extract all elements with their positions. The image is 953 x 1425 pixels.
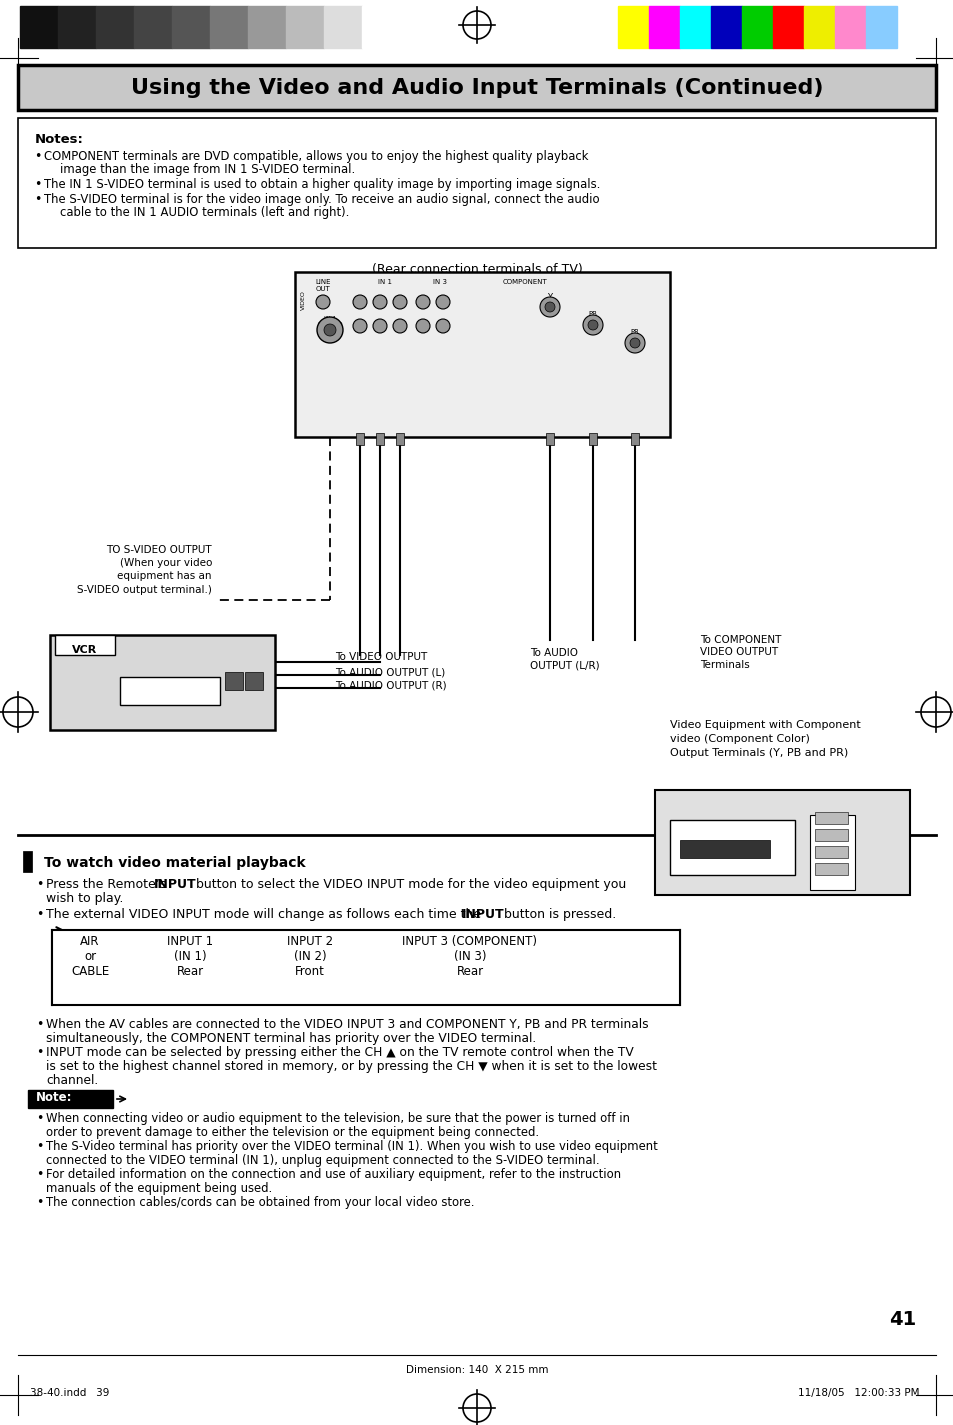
Bar bbox=[395, 433, 403, 445]
Text: When the AV cables are connected to the VIDEO INPUT 3 and COMPONENT Y, PB and PR: When the AV cables are connected to the … bbox=[46, 1017, 648, 1032]
Text: •: • bbox=[36, 1017, 43, 1032]
Text: IN 1
S-VIDEO: IN 1 S-VIDEO bbox=[316, 316, 342, 326]
Bar bbox=[648, 6, 679, 48]
Text: •: • bbox=[36, 908, 43, 921]
Text: cable to the IN 1 AUDIO terminals (left and right).: cable to the IN 1 AUDIO terminals (left … bbox=[60, 207, 349, 219]
Text: •: • bbox=[36, 878, 43, 891]
Text: PB: PB bbox=[588, 311, 597, 316]
Circle shape bbox=[544, 302, 555, 312]
Bar bbox=[52, 931, 679, 1005]
Text: •: • bbox=[36, 1112, 43, 1124]
Text: INPUT: INPUT bbox=[153, 878, 196, 891]
Text: TO S-VIDEO OUTPUT
(When your video
equipment has an
S-VIDEO output terminal.): TO S-VIDEO OUTPUT (When your video equip… bbox=[77, 544, 212, 594]
Bar bbox=[630, 433, 639, 445]
Text: The external VIDEO INPUT mode will change as follows each time the: The external VIDEO INPUT mode will chang… bbox=[46, 908, 485, 921]
Bar bbox=[294, 272, 669, 437]
Circle shape bbox=[315, 295, 330, 309]
Bar bbox=[286, 6, 324, 48]
Bar bbox=[814, 829, 847, 841]
Text: simultaneously, the COMPONENT terminal has priority over the VIDEO terminal.: simultaneously, the COMPONENT terminal h… bbox=[46, 1032, 536, 1045]
Text: COMPONENT terminals are DVD compatible, allows you to enjoy the highest quality : COMPONENT terminals are DVD compatible, … bbox=[44, 150, 588, 162]
Circle shape bbox=[436, 319, 450, 333]
Text: PR: PR bbox=[630, 329, 639, 335]
Text: order to prevent damage to either the television or the equipment being connecte: order to prevent damage to either the te… bbox=[46, 1126, 538, 1139]
Circle shape bbox=[353, 319, 367, 333]
Bar bbox=[772, 6, 803, 48]
Circle shape bbox=[373, 295, 387, 309]
Text: •: • bbox=[34, 178, 41, 191]
Text: INPUT mode can be selected by pressing either the CH ▲ on the TV remote control : INPUT mode can be selected by pressing e… bbox=[46, 1046, 633, 1059]
Bar bbox=[96, 6, 133, 48]
Text: INPUT 2
(IN 2)
Front: INPUT 2 (IN 2) Front bbox=[287, 935, 333, 978]
Bar bbox=[814, 864, 847, 875]
Text: Notes:: Notes: bbox=[35, 133, 84, 145]
Text: •: • bbox=[36, 1196, 43, 1208]
Circle shape bbox=[324, 323, 335, 336]
Bar bbox=[248, 6, 286, 48]
Text: image than the image from IN 1 S-VIDEO terminal.: image than the image from IN 1 S-VIDEO t… bbox=[60, 162, 355, 177]
Text: video (Component Color): video (Component Color) bbox=[669, 734, 809, 744]
Bar bbox=[172, 6, 210, 48]
Bar bbox=[18, 118, 935, 248]
Text: manuals of the equipment being used.: manuals of the equipment being used. bbox=[46, 1181, 272, 1196]
Text: For detailed information on the connection and use of auxiliary equipment, refer: For detailed information on the connecti… bbox=[46, 1168, 620, 1181]
Text: Press the Remote’s: Press the Remote’s bbox=[46, 878, 170, 891]
Text: wish to play.: wish to play. bbox=[46, 892, 123, 905]
Text: button to select the VIDEO INPUT mode for the video equipment you: button to select the VIDEO INPUT mode fo… bbox=[192, 878, 625, 891]
Text: To VIDEO OUTPUT: To VIDEO OUTPUT bbox=[335, 653, 427, 663]
Bar bbox=[355, 433, 364, 445]
Bar bbox=[679, 839, 769, 858]
Text: Using the Video and Audio Input Terminals (Continued): Using the Video and Audio Input Terminal… bbox=[131, 77, 822, 97]
Bar bbox=[834, 6, 865, 48]
Circle shape bbox=[373, 319, 387, 333]
Circle shape bbox=[539, 296, 559, 316]
Text: To watch video material playback: To watch video material playback bbox=[44, 856, 305, 871]
Bar bbox=[225, 673, 243, 690]
Text: VIDEO: VIDEO bbox=[300, 291, 305, 311]
Text: 41: 41 bbox=[888, 1310, 915, 1330]
Circle shape bbox=[416, 295, 430, 309]
Text: Video Equipment with Component: Video Equipment with Component bbox=[669, 720, 860, 730]
Text: LINE
OUT: LINE OUT bbox=[314, 279, 331, 292]
Text: The IN 1 S-VIDEO terminal is used to obtain a higher quality image by importing : The IN 1 S-VIDEO terminal is used to obt… bbox=[44, 178, 599, 191]
Text: The S-VIDEO terminal is for the video image only. To receive an audio signal, co: The S-VIDEO terminal is for the video im… bbox=[44, 192, 599, 207]
Text: To AUDIO OUTPUT (L): To AUDIO OUTPUT (L) bbox=[335, 667, 445, 677]
Text: COMPONENT: COMPONENT bbox=[502, 279, 547, 285]
Circle shape bbox=[416, 319, 430, 333]
Circle shape bbox=[393, 319, 407, 333]
Bar bbox=[210, 6, 248, 48]
Text: 11/18/05   12:00:33 PM: 11/18/05 12:00:33 PM bbox=[798, 1388, 919, 1398]
Text: Output Terminals (Y, PB and PR): Output Terminals (Y, PB and PR) bbox=[669, 748, 847, 758]
Text: INPUT: INPUT bbox=[461, 908, 504, 921]
Circle shape bbox=[353, 295, 367, 309]
Bar bbox=[588, 433, 597, 445]
Text: INPUT 1
(IN 1)
Rear: INPUT 1 (IN 1) Rear bbox=[167, 935, 213, 978]
Text: IN 1: IN 1 bbox=[377, 279, 392, 285]
Circle shape bbox=[316, 316, 343, 343]
Text: is set to the highest channel stored in memory, or by pressing the CH ▼ when it : is set to the highest channel stored in … bbox=[46, 1060, 657, 1073]
Bar bbox=[28, 1090, 112, 1109]
Text: (Rear connection terminals of TV): (Rear connection terminals of TV) bbox=[372, 264, 581, 276]
Bar bbox=[375, 433, 384, 445]
Bar bbox=[50, 636, 274, 730]
Text: Note:: Note: bbox=[36, 1092, 72, 1104]
Text: connected to the VIDEO terminal (IN 1), unplug equipment connected to the S-VIDE: connected to the VIDEO terminal (IN 1), … bbox=[46, 1154, 599, 1167]
Bar bbox=[120, 677, 220, 705]
Bar bbox=[803, 6, 834, 48]
Bar bbox=[655, 789, 909, 895]
Bar bbox=[133, 6, 172, 48]
Bar bbox=[814, 812, 847, 824]
Text: VCR: VCR bbox=[72, 646, 97, 656]
Text: The connection cables/cords can be obtained from your local video store.: The connection cables/cords can be obtai… bbox=[46, 1196, 474, 1208]
Text: channel.: channel. bbox=[46, 1074, 98, 1087]
Text: To COMPONENT
VIDEO OUTPUT
Terminals: To COMPONENT VIDEO OUTPUT Terminals bbox=[700, 636, 781, 670]
Bar bbox=[245, 673, 263, 690]
Bar bbox=[55, 636, 115, 656]
Text: •: • bbox=[34, 192, 41, 207]
Text: Y: Y bbox=[547, 294, 552, 302]
Circle shape bbox=[393, 295, 407, 309]
Text: button is pressed.: button is pressed. bbox=[499, 908, 616, 921]
Text: 38-40.indd   39: 38-40.indd 39 bbox=[30, 1388, 110, 1398]
Text: Dimension: 140  X 215 mm: Dimension: 140 X 215 mm bbox=[405, 1365, 548, 1375]
Bar bbox=[18, 66, 935, 110]
